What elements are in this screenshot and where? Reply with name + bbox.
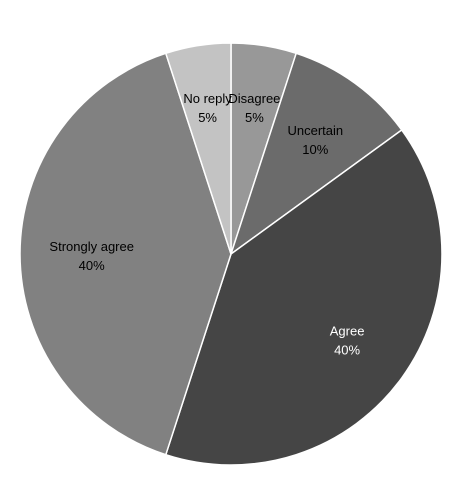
- slice-label-percent: 5%: [245, 110, 264, 125]
- slice-label-no-reply: No reply 5%: [183, 91, 232, 125]
- pie-slice-uncertain: [230, 52, 403, 255]
- slice-label-name: Disagree: [228, 91, 280, 106]
- slice-label-percent: 40%: [79, 258, 105, 273]
- slice-label-percent: 5%: [198, 110, 217, 125]
- slice-label-name: Strongly agree: [49, 239, 134, 254]
- slice-label-strongly-agree: Strongly agree 40%: [49, 239, 134, 273]
- slice-label-name: Uncertain: [287, 123, 343, 138]
- slice-label-percent: 40%: [334, 342, 360, 357]
- slice-label-agree: Agree 40%: [330, 323, 365, 357]
- labels-layer: Disagree 5%Uncertain 10%Agree 40%Strongly a…: [49, 91, 364, 357]
- slice-label-uncertain: Uncertain 10%: [287, 123, 343, 157]
- pie-slice-no-reply: [165, 42, 232, 255]
- slice-label-disagree: Disagree 5%: [228, 91, 280, 125]
- slice-label-name: No reply: [183, 91, 232, 106]
- pie-slice-agree: [165, 129, 443, 466]
- pie-slice-strongly-agree: [19, 52, 232, 456]
- slice-label-name: Agree: [330, 323, 365, 338]
- slices-layer: [19, 42, 443, 466]
- slice-label-percent: 10%: [302, 142, 328, 157]
